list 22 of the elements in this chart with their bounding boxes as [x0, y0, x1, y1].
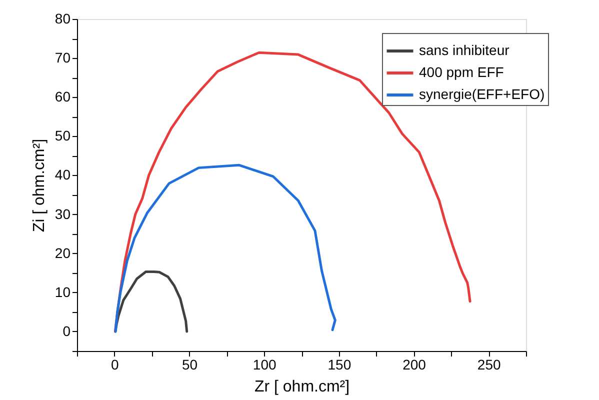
x-axis-title: Zr [ ohm.cm²] — [254, 378, 350, 396]
line-series — [114, 164, 336, 333]
x-tick-label: 0 — [111, 356, 120, 372]
y-tick-label: 80 — [54, 10, 71, 26]
legend-label: synergie(EFF+EFO) — [419, 86, 545, 102]
x-tick-label: 200 — [402, 356, 426, 372]
x-tick-label: 150 — [328, 356, 352, 372]
legend-label: 400 ppm EFF — [419, 64, 504, 80]
y-axis-title: Zi [ ohm.cm²] — [30, 138, 48, 232]
y-tick-label: 70 — [54, 50, 71, 66]
line-series — [114, 270, 188, 333]
y-tick-label: 40 — [54, 166, 71, 183]
x-tick-label: 50 — [182, 356, 198, 372]
y-tick-label: 10 — [54, 284, 71, 300]
x-tick-label: 100 — [252, 356, 276, 372]
y-tick-label: 20 — [54, 244, 71, 261]
y-tick-label: 30 — [54, 206, 71, 222]
legend-label: sans inhibiteur — [419, 42, 510, 58]
y-tick-label: 60 — [54, 88, 71, 105]
y-tick-label: 50 — [54, 128, 71, 144]
y-tick-label: 0 — [62, 322, 71, 339]
x-tick-label: 250 — [477, 356, 501, 372]
